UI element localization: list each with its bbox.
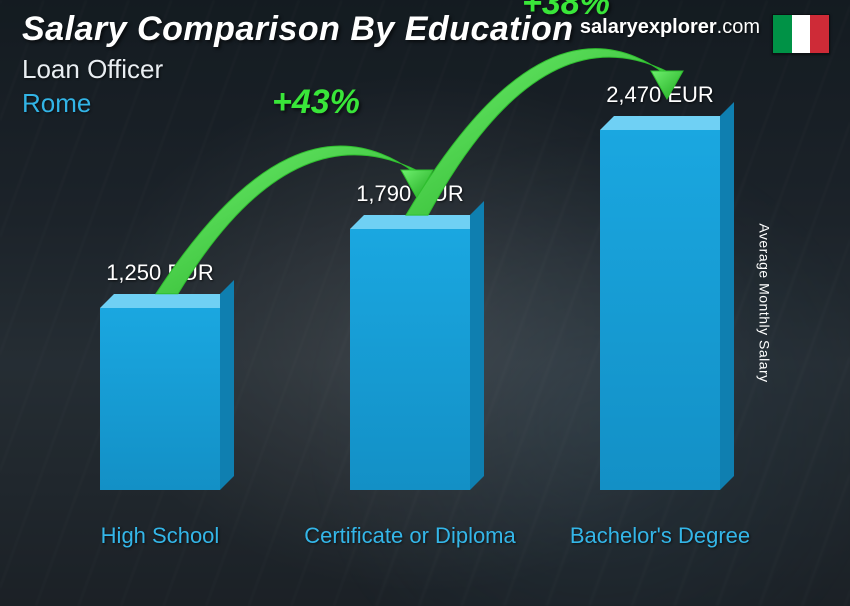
jump-percent-label: +43%: [272, 83, 360, 122]
jump-arrow: [377, 0, 707, 255]
flag-stripe-right: [810, 15, 829, 53]
bar-category-label: Bachelor's Degree: [550, 523, 770, 548]
bars-container: 1,250 EURHigh School1,790 EURCertificate…: [40, 130, 790, 490]
bar-category-label: Certificate or Diploma: [300, 523, 520, 548]
bar-front-face: [100, 308, 220, 490]
bar-chart: 1,250 EURHigh School1,790 EURCertificate…: [40, 130, 790, 490]
flag-italy: [772, 14, 830, 54]
bar: [100, 308, 220, 490]
site-suffix: .com: [717, 16, 760, 38]
jump-percent-label: +38%: [522, 0, 610, 23]
flag-stripe-left: [773, 15, 792, 53]
bar-side-face: [720, 102, 734, 490]
bar-category-label: High School: [50, 523, 270, 548]
page-city: Rome: [22, 88, 91, 119]
flag-stripe-mid: [792, 15, 811, 53]
